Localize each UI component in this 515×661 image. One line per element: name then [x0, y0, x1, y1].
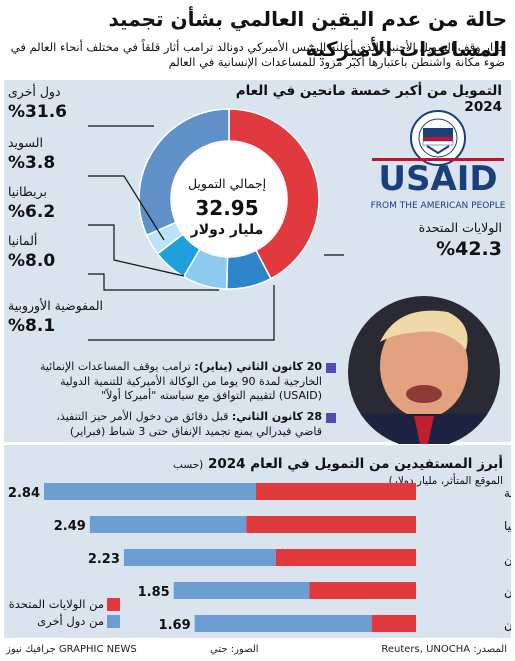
bar-other-0 [44, 483, 257, 500]
usaid-wordmark: USAID [378, 159, 497, 199]
bar-other-1 [89, 516, 247, 533]
timeline-text-2: قبل دقائق من دخول الأمر حيز التنفيذ، قاض… [56, 410, 322, 438]
donut-center-value: 32.95 [195, 196, 259, 220]
page-title: حالة من عدم اليقين العالمي بشأن تجميد ال… [108, 7, 508, 61]
bar-other-2 [123, 549, 276, 566]
legend-value-eu: %8.1 [8, 316, 56, 336]
donut-chart-title: التمويل من أكبر خمسة مانحين في العام 202… [235, 83, 502, 115]
donut-leader-lines [88, 125, 344, 341]
legend-label-germany: ألمانيا [8, 233, 38, 248]
donut-hole [172, 142, 286, 256]
timeline-marker-1 [326, 363, 336, 373]
legend-value-germany: %8.0 [8, 251, 56, 271]
usaid-tagline: FROM THE AMERICAN PEOPLE [371, 201, 506, 211]
bar-value-label-1: 2.49 [54, 519, 86, 534]
legend-value-sweden: %3.8 [8, 153, 56, 173]
bar-chart-title: أبرز المستفيدين من التمويل في العام 2024… [164, 456, 503, 488]
page-subtitle: قرار وقف التمويل الأجنبي الذي أعلنه الرئ… [10, 40, 505, 69]
bar-category-label-1: أوكرانيا [504, 518, 511, 534]
bar-chart-panel: أبرز المستفيدين من التمويل في العام 2024… [4, 445, 511, 638]
timeline-date-1: 20 كانون الثاني (يناير): [194, 360, 322, 373]
bar-value-label-0: 2.84 [8, 486, 40, 501]
bar-chart-note: (حسب الموقع المتأثر، مليار دولار) [173, 459, 503, 487]
legend-label-usa: الولايات المتحدة [418, 220, 502, 235]
bar-chart-heading: أبرز المستفيدين من التمويل في العام 2024 [207, 456, 503, 472]
bar-other-4 [194, 615, 372, 632]
bar-us-1 [246, 516, 416, 533]
bar-value-label-3: 1.85 [138, 585, 170, 600]
footer-credit: GRAPHIC NEWS جرافيك نيوز [6, 644, 137, 655]
legend-swatch-us [107, 598, 120, 611]
usaid-logo: USAID FROM THE AMERICAN PEOPLE [371, 110, 506, 211]
bar-category-label-0: الأراضي الفلسطينية [504, 485, 511, 501]
bar-category-label-2: اليمن [504, 552, 511, 567]
legend-label-uk: بريطانيا [8, 184, 47, 199]
timeline-entry-2: 28 كانون الثاني: قبل دقائق من دخول الأمر… [34, 410, 322, 439]
donut-center-unit: مليار دولار [190, 222, 264, 238]
donut-slice-0 [228, 108, 320, 280]
legend-label-sweden: السويد [8, 135, 43, 150]
portrait-photo [348, 296, 500, 444]
donut-slice-5 [138, 108, 230, 237]
donut-chart [138, 108, 320, 290]
bar-chart: 2.84 الأراضي الفلسطينية 2.49 أوكرانيا 2.23 ال… [8, 483, 511, 633]
legend-label-us: من الولايات المتحدة [8, 597, 104, 611]
legend-label-other: من دول أخرى [37, 614, 104, 628]
timeline-entry-1: 20 كانون الثاني (يناير): ترامب يوقف المس… [34, 360, 322, 404]
bar-us-4 [371, 615, 416, 632]
footer-source: المصدر: Reuters, UNOCHA [381, 644, 507, 655]
timeline-text-1: ترامب يوقف المساعدات الإنمائية الخارجية … [39, 360, 322, 402]
legend-value-uk: %6.2 [8, 202, 56, 222]
donut-center-label: إجمالي التمويل [187, 176, 267, 191]
legend-label-eu: المفوضية الأوروبية [8, 298, 104, 313]
donut-chart-panel: التمويل من أكبر خمسة مانحين في العام 202… [4, 80, 511, 444]
timeline-date-2: 28 كانون الثاني: [231, 410, 322, 423]
bar-us-0 [256, 483, 416, 500]
bar-category-label-4: أفغانستان [504, 617, 511, 632]
bar-us-2 [275, 549, 416, 566]
legend-value-usa: %42.3 [436, 238, 502, 260]
legend-value-others: %31.6 [8, 102, 67, 122]
bar-other-3 [173, 582, 310, 599]
bar-value-label-4: 1.69 [159, 618, 191, 633]
legend-label-others: دول أخرى [8, 84, 61, 99]
footer-photo-credit: الصور: جتي [210, 644, 259, 655]
bar-us-3 [309, 582, 416, 599]
bar-value-label-2: 2.23 [88, 552, 120, 567]
bar-category-label-3: السودان [504, 585, 511, 600]
legend-swatch-other [107, 615, 120, 628]
timeline-marker-2 [326, 413, 336, 423]
